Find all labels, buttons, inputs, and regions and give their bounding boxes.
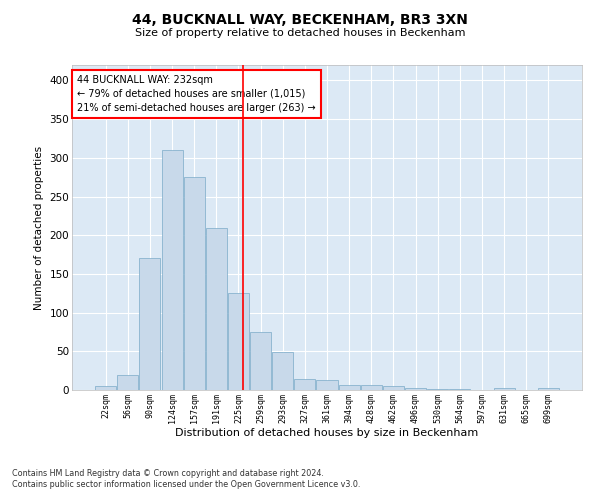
Text: 44, BUCKNALL WAY, BECKENHAM, BR3 3XN: 44, BUCKNALL WAY, BECKENHAM, BR3 3XN [132, 12, 468, 26]
Bar [427, 389, 448, 390]
Bar [139, 258, 160, 390]
Bar [295, 379, 316, 390]
Bar [118, 374, 139, 390]
Bar [95, 386, 116, 390]
Bar [383, 386, 404, 390]
Bar [449, 389, 470, 390]
Text: 44 BUCKNALL WAY: 232sqm
← 79% of detached houses are smaller (1,015)
21% of semi: 44 BUCKNALL WAY: 232sqm ← 79% of detache… [77, 74, 316, 113]
Bar [538, 388, 559, 390]
Bar [316, 380, 338, 390]
Bar [184, 177, 205, 390]
Bar [161, 150, 182, 390]
Bar [206, 228, 227, 390]
Text: Contains public sector information licensed under the Open Government Licence v3: Contains public sector information licen… [12, 480, 361, 489]
Bar [250, 332, 271, 390]
Text: Size of property relative to detached houses in Beckenham: Size of property relative to detached ho… [135, 28, 465, 38]
X-axis label: Distribution of detached houses by size in Beckenham: Distribution of detached houses by size … [175, 428, 479, 438]
Bar [228, 294, 249, 390]
Y-axis label: Number of detached properties: Number of detached properties [34, 146, 44, 310]
Bar [338, 384, 359, 390]
Bar [272, 352, 293, 390]
Bar [361, 386, 382, 390]
Bar [494, 388, 515, 390]
Text: Contains HM Land Registry data © Crown copyright and database right 2024.: Contains HM Land Registry data © Crown c… [12, 468, 324, 477]
Bar [405, 388, 426, 390]
